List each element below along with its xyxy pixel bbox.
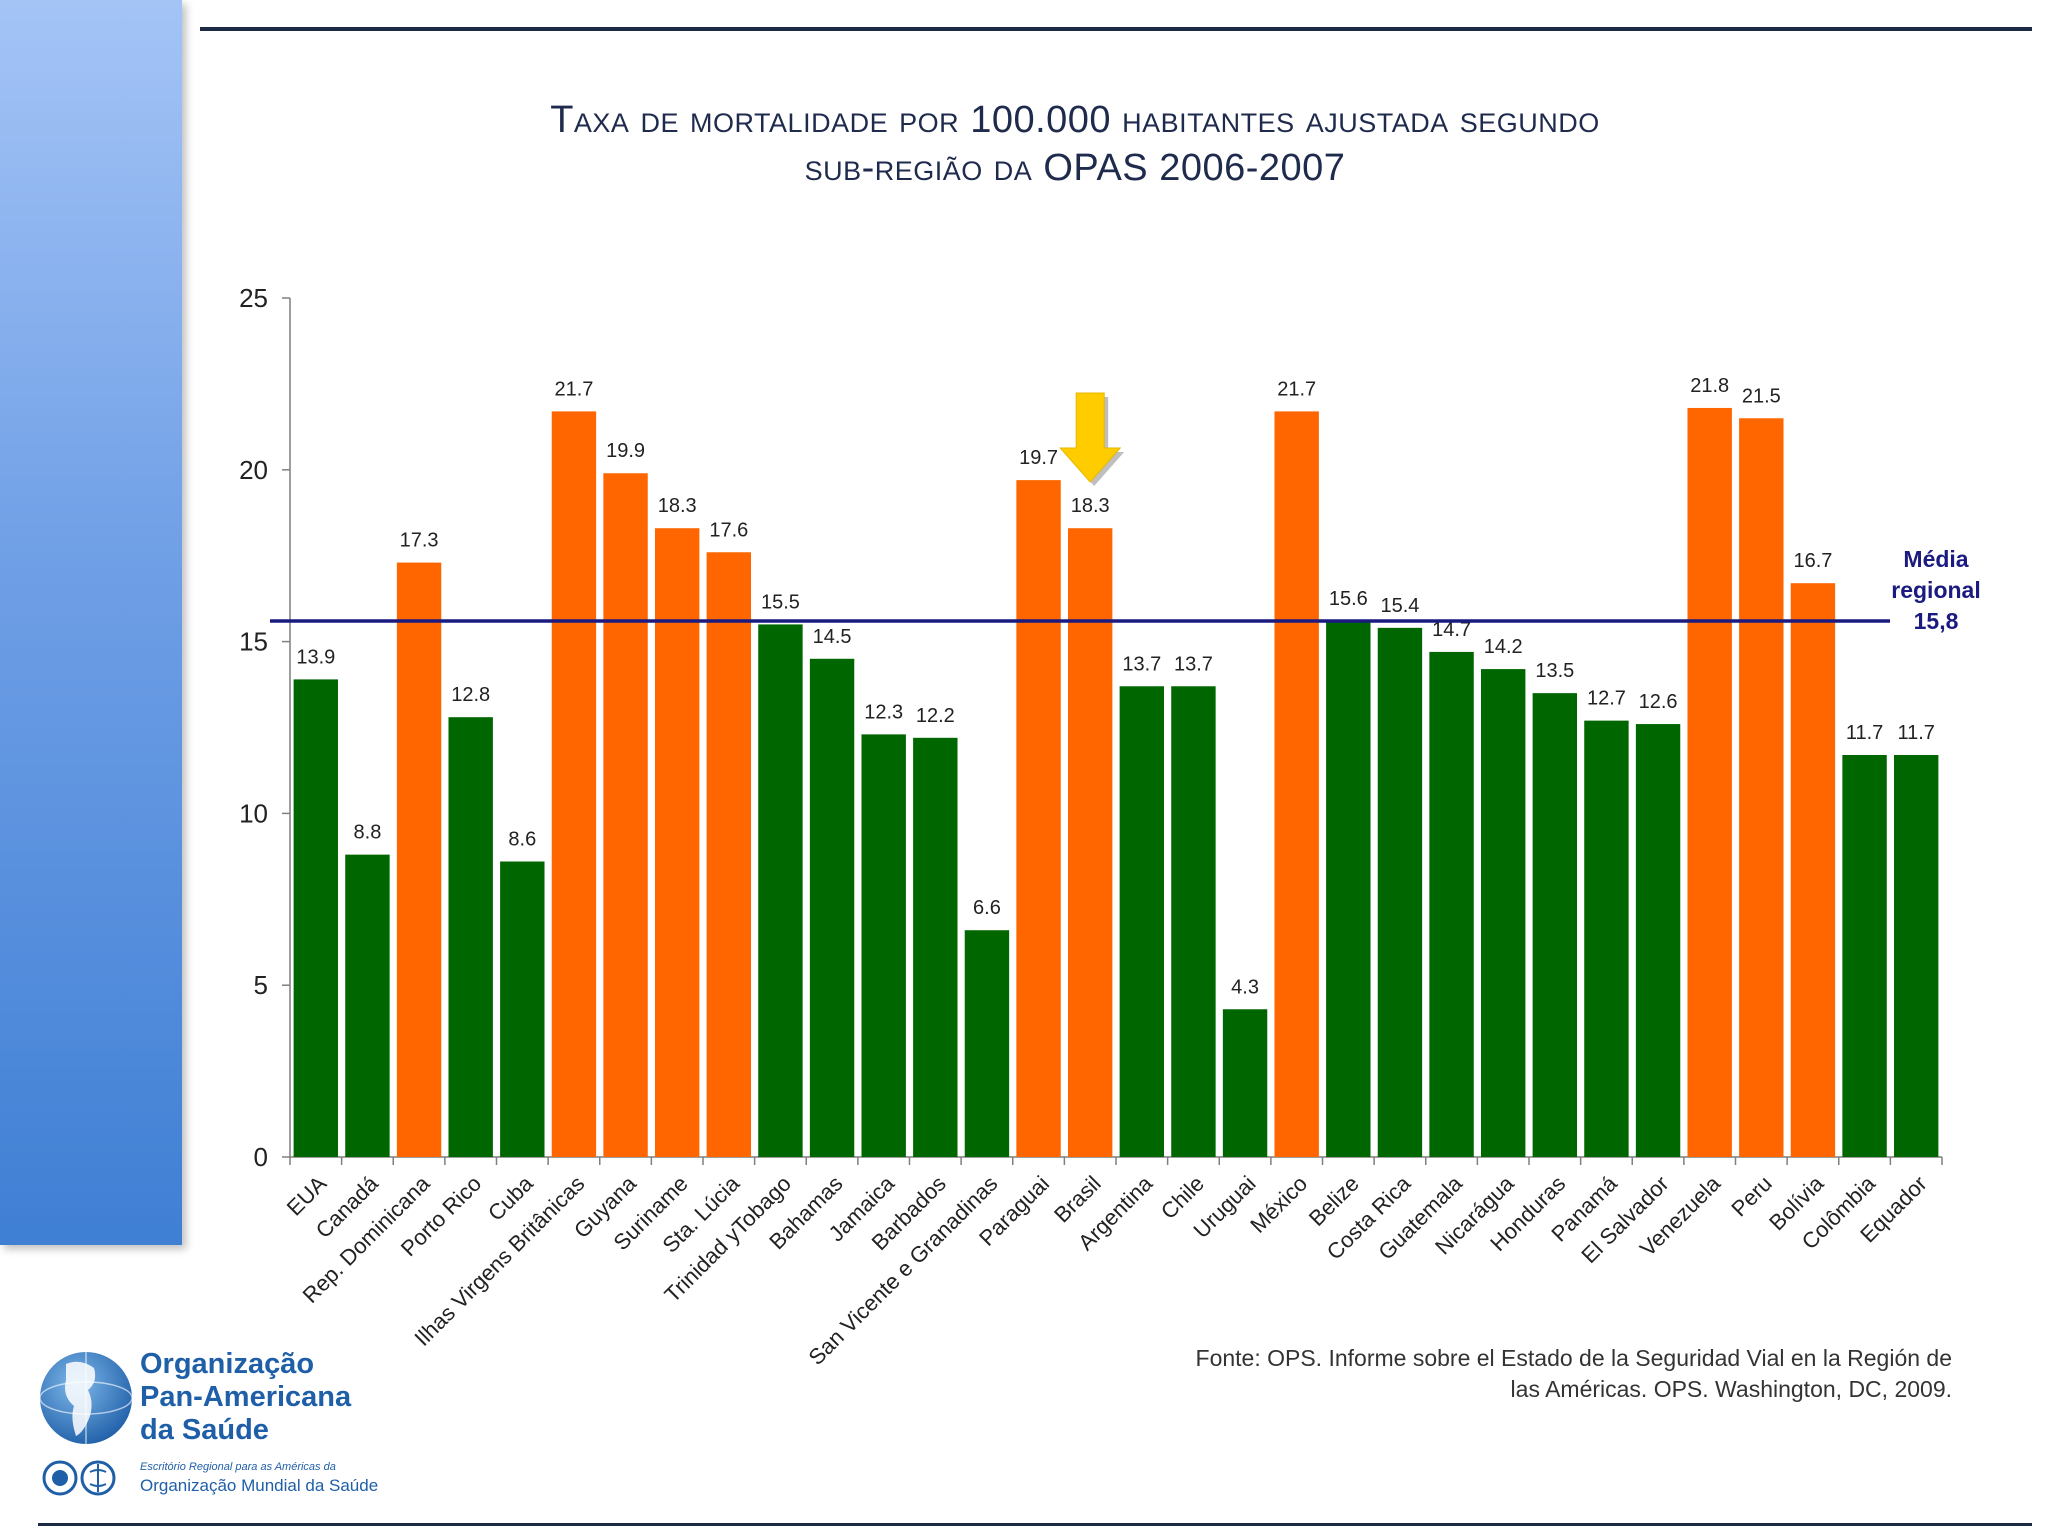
bar-value-label: 16.7 [1793,550,1832,572]
bar [1016,480,1061,1157]
x-category-label: México [1245,1171,1312,1238]
bar-value-label: 14.7 [1432,619,1471,641]
y-tick-label: 15 [239,627,268,657]
bar [1687,407,1732,1157]
bar-value-label: 19.9 [606,440,645,462]
bar-value-label: 18.3 [1071,495,1110,517]
bar [396,562,442,1157]
bar [1171,686,1216,1157]
reference-line-group: Média regional 15,8 [270,546,1981,634]
regional-average-label: regional [1891,577,1980,603]
bar-value-label: 15.4 [1380,595,1419,617]
bar-value-label: 11.7 [1846,722,1883,744]
bar-value-label: 6.6 [973,897,1001,919]
bar [1635,724,1681,1157]
bar-value-label: 21.5 [1742,385,1781,407]
bar-value-label: 15.6 [1329,588,1368,610]
bar-value-label: 13.7 [1122,653,1161,675]
bar-value-label: 15.5 [761,591,800,613]
logo-line-3: da Saúde [140,1414,269,1446]
bar-value-label: 8.6 [508,829,536,851]
bar [603,473,648,1158]
chart-title-line-2: sub-região da OPAS 2006-2007 [804,147,1346,189]
chart-title: Taxa de mortalidade por 100.000 habitant… [300,96,1850,192]
bar [1119,686,1165,1157]
logo-name: Organização Pan-Americana da Saúde [140,1348,351,1447]
opas-logo: Organização Pan-Americana da Saúde Escri… [36,1340,379,1510]
bar-value-label: 21.8 [1690,375,1729,397]
top-divider [200,27,2032,31]
y-tick-label: 0 [254,1142,268,1172]
bar [809,658,855,1157]
bar [1532,693,1578,1157]
highlight-arrow-group [1059,392,1125,486]
source-citation: Fonte: OPS. Informe sobre el Estado de l… [1052,1343,1952,1405]
bar-value-label: 12.6 [1639,691,1678,713]
bar [448,717,493,1157]
bar [1222,1009,1268,1157]
bar [551,411,597,1157]
chart-value-labels: 13.9 8.8 17.3 12.8 8.6 21.7 19.9 18.3 17.6 15.5 14… [296,375,1935,998]
bar [1274,411,1319,1157]
logo-line-2: Pan-Americana [140,1381,352,1413]
bar [706,552,752,1157]
bar-value-label: 12.8 [451,684,490,706]
bar [964,930,1010,1157]
bar [1790,583,1836,1157]
bottom-divider [38,1523,2032,1526]
chart-bars [293,407,1939,1158]
bar-value-label: 14.5 [813,626,852,648]
bar [293,679,339,1157]
logo-subtitle: Escritório Regional para as Américas da [140,1461,336,1473]
bar [1739,418,1784,1157]
regional-average-label: Média [1903,546,1968,572]
globe-logo-icon [39,1352,133,1496]
bar-value-label: 17.6 [709,519,748,541]
bar-value-label: 14.2 [1484,636,1523,658]
y-tick-label: 5 [254,970,268,1000]
y-tick-label: 10 [239,798,268,828]
bar [1893,754,1939,1157]
logo-subtitle-who: Organização Mundial da Saúde [140,1476,379,1495]
bar-value-label: 19.7 [1019,447,1058,469]
down-arrow-icon [1059,392,1122,483]
bar-value-label: 11.7 [1897,722,1934,744]
bar-value-label: 21.7 [554,378,593,400]
bar [1842,754,1887,1157]
bar [913,737,958,1157]
bar-value-label: 13.7 [1174,653,1213,675]
bar [500,861,545,1157]
y-tick-label: 20 [239,455,268,485]
logo-line-1: Organização [140,1348,315,1380]
bar [1480,669,1526,1157]
bar [1377,627,1423,1157]
bar-value-label: 17.3 [400,530,439,552]
bar-value-label: 12.7 [1587,688,1626,710]
bar-value-label: 12.2 [916,705,955,727]
bar [345,854,390,1157]
bar-value-label: 13.9 [296,646,335,668]
bar-value-label: 12.3 [864,701,903,723]
bar [1326,620,1371,1157]
source-line-1: Fonte: OPS. Informe sobre el Estado de l… [1195,1345,1952,1371]
bar-value-label: 18.3 [658,495,697,517]
bar-value-label: 4.3 [1231,976,1259,998]
bar [861,734,906,1157]
y-tick-label: 25 [239,283,268,313]
bar [1429,651,1474,1157]
regional-average-label: 15,8 [1914,608,1959,634]
bar [654,528,700,1157]
bar-value-label: 21.7 [1277,378,1316,400]
source-line-2: las Américas. OPS. Washington, DC, 2009. [1510,1376,1952,1402]
bar-value-label: 8.8 [354,822,382,844]
bar [758,624,803,1157]
chart-title-line-1: Taxa de mortalidade por 100.000 habitant… [550,99,1600,141]
bar [1584,720,1629,1157]
bar-value-label: 13.5 [1535,660,1574,682]
left-decorative-band [0,0,182,1245]
bar [1067,528,1113,1157]
